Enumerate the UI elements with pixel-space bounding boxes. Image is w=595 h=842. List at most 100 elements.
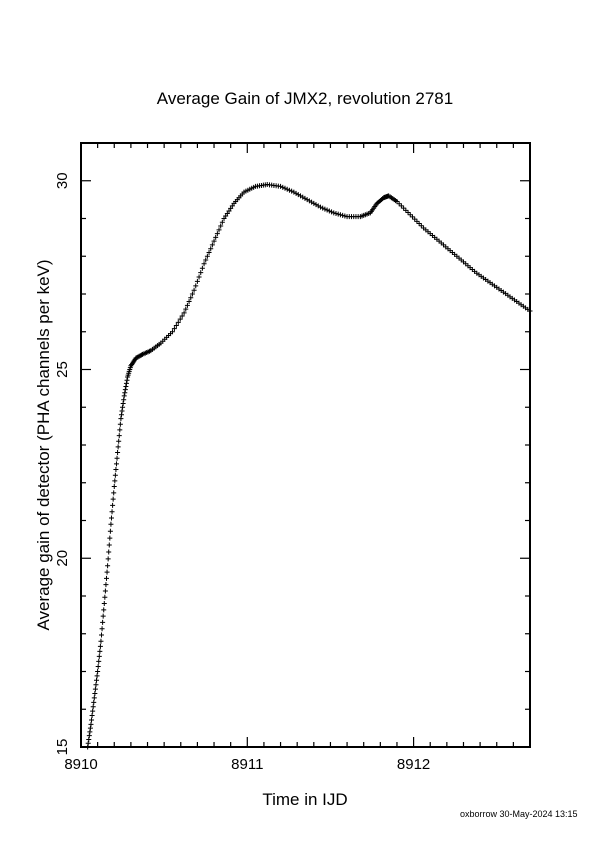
data-point xyxy=(282,185,288,191)
data-point xyxy=(93,682,99,688)
data-point xyxy=(317,204,323,210)
data-point xyxy=(340,212,346,218)
data-series xyxy=(85,182,533,750)
data-point xyxy=(193,283,199,289)
data-point xyxy=(221,216,227,221)
data-point xyxy=(113,467,119,473)
data-point xyxy=(104,569,110,575)
data-point xyxy=(106,549,112,555)
data-point xyxy=(171,326,177,332)
x-axis-label: Time in IJD xyxy=(262,790,347,809)
data-point xyxy=(114,455,120,461)
data-point xyxy=(92,691,98,697)
data-point xyxy=(394,199,400,205)
data-point xyxy=(94,673,100,679)
data-point xyxy=(111,484,117,490)
data-point xyxy=(184,302,190,308)
data-point xyxy=(401,205,407,211)
data-point xyxy=(96,658,102,664)
data-point xyxy=(95,669,101,674)
data-point xyxy=(214,231,220,237)
data-point xyxy=(86,733,92,739)
data-point xyxy=(115,444,121,450)
data-point xyxy=(403,207,409,213)
data-point xyxy=(175,319,181,325)
data-point xyxy=(99,632,105,638)
data-point xyxy=(85,740,91,746)
data-point xyxy=(87,725,93,731)
data-point xyxy=(99,626,105,632)
data-point xyxy=(342,213,348,219)
data-point xyxy=(103,582,109,588)
data-point xyxy=(108,521,114,527)
data-point xyxy=(204,253,210,259)
data-point xyxy=(412,216,418,222)
data-point xyxy=(100,613,106,619)
data-point xyxy=(119,408,125,414)
data-point xyxy=(224,210,230,216)
data-point xyxy=(228,205,234,211)
data-point xyxy=(102,588,108,594)
data-point xyxy=(97,643,103,649)
data-point xyxy=(280,184,286,190)
data-point xyxy=(396,201,402,207)
data-point xyxy=(92,686,98,692)
data-point xyxy=(122,390,128,396)
data-point xyxy=(218,223,224,229)
data-point xyxy=(100,619,106,625)
y-tick-label: 25 xyxy=(54,361,71,378)
data-point xyxy=(278,183,284,189)
y-tick-label: 20 xyxy=(54,550,71,567)
data-point xyxy=(108,515,114,521)
data-point xyxy=(216,227,222,233)
data-point xyxy=(208,246,214,252)
data-point xyxy=(112,478,118,484)
data-point xyxy=(96,653,102,659)
axis-ticks xyxy=(80,142,531,748)
data-point xyxy=(109,509,115,515)
data-point xyxy=(120,400,126,406)
data-point xyxy=(173,322,179,328)
data-point xyxy=(101,607,107,613)
data-point xyxy=(409,214,415,220)
data-point xyxy=(102,594,108,600)
data-point xyxy=(107,535,113,541)
data-point xyxy=(101,601,107,607)
data-point xyxy=(211,238,217,244)
data-point xyxy=(124,377,130,383)
data-point xyxy=(123,383,129,389)
data-point xyxy=(123,380,129,386)
data-point xyxy=(177,316,183,322)
data-point xyxy=(89,717,95,723)
data-point xyxy=(107,528,113,534)
data-point xyxy=(88,721,94,727)
data-point xyxy=(335,211,341,217)
data-point xyxy=(418,223,424,229)
data-point xyxy=(527,308,533,314)
data-point xyxy=(122,387,128,393)
data-point xyxy=(103,575,109,581)
data-point xyxy=(407,212,413,218)
chart-title: Average Gain of JMX2, revolution 2781 xyxy=(157,89,453,108)
data-point xyxy=(90,704,96,710)
y-tick-label: 30 xyxy=(54,172,71,189)
data-point xyxy=(97,648,103,654)
data-point xyxy=(226,208,232,214)
data-point xyxy=(98,638,104,644)
data-point xyxy=(333,210,339,216)
data-point xyxy=(320,205,326,211)
data-point xyxy=(398,203,404,209)
data-point xyxy=(289,188,295,194)
data-point xyxy=(179,313,185,319)
data-point xyxy=(405,210,411,216)
plot-frame xyxy=(80,142,531,748)
data-point xyxy=(183,306,189,312)
data-point xyxy=(117,427,123,433)
data-point xyxy=(169,329,175,335)
data-point xyxy=(85,744,91,750)
data-point xyxy=(118,416,124,422)
data-point xyxy=(229,203,235,209)
data-point xyxy=(91,695,97,701)
tick-labels: 15 20 25 30 8910 8911 8912 xyxy=(54,172,430,773)
